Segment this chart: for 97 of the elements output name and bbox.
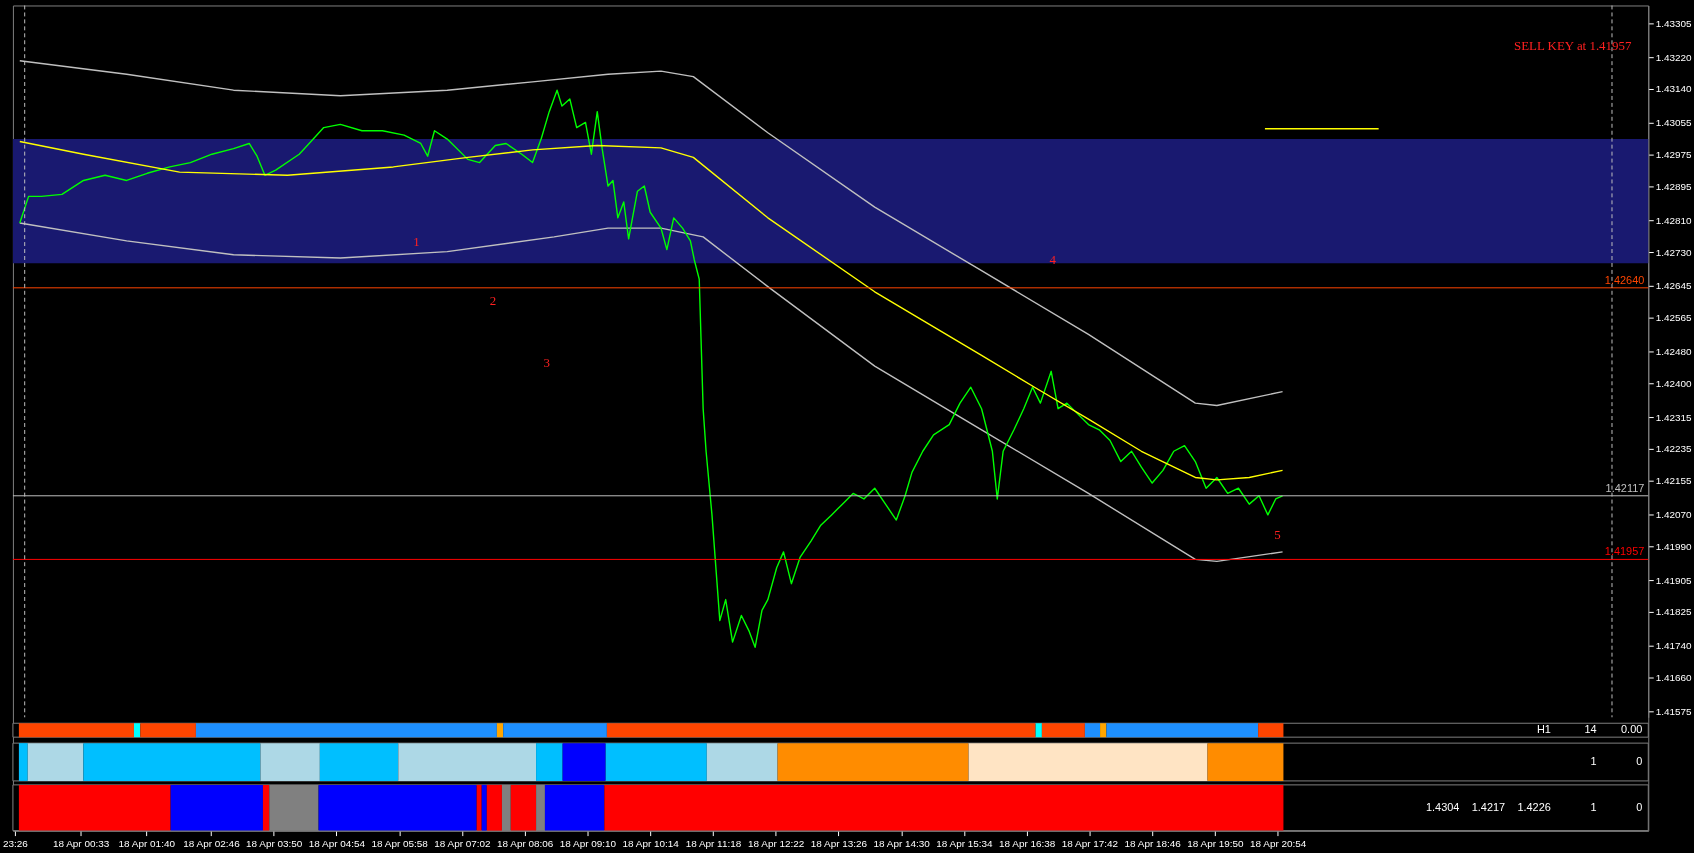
ref-line-label: 1.42640 [1604, 273, 1645, 286]
bar [510, 784, 537, 831]
bar [606, 723, 1036, 738]
bar [496, 723, 504, 738]
x-tick-label: 18 Apr 11:18 [685, 838, 742, 850]
y-tick-label: 1.42400 [1655, 377, 1693, 389]
text: 0 [1636, 755, 1643, 767]
y-tick-label: 1.42315 [1655, 411, 1693, 423]
bar [83, 743, 261, 781]
bar [503, 723, 607, 738]
x-tick-label: 18 Apr 14:30 [873, 838, 931, 850]
bar [133, 723, 141, 738]
text: 1.4226 [1517, 800, 1551, 813]
annotation: 5 [1274, 527, 1281, 543]
text: 0.00 [1621, 723, 1643, 736]
text: 14 [1584, 723, 1597, 736]
x-tick-label: 18 Apr 02:46 [183, 838, 241, 850]
bar [777, 743, 969, 781]
text: 1.4217 [1471, 800, 1506, 813]
bar [562, 743, 606, 781]
bar [1035, 723, 1042, 738]
bar [481, 784, 487, 831]
y-tick-label: 1.42480 [1655, 345, 1693, 357]
y-tick-label: 1.41575 [1655, 705, 1693, 717]
bar [968, 743, 1208, 781]
y-tick-label: 1.42235 [1655, 443, 1693, 455]
annotation: SELL KEY at 1.41957 [1514, 38, 1632, 54]
annotation: 4 [1049, 251, 1057, 267]
x-tick-label: 23:26 [2, 838, 29, 850]
bar [536, 743, 563, 781]
y-tick-label: 1.41825 [1655, 606, 1693, 618]
bar [1258, 723, 1284, 738]
text: H1 [1536, 723, 1551, 736]
bar [18, 723, 134, 738]
x-tick-label: 18 Apr 09:10 [559, 838, 617, 850]
text: 1 [1590, 800, 1597, 813]
y-tick-label: 1.42975 [1655, 149, 1693, 161]
y-tick-label: 1.43055 [1655, 117, 1693, 129]
y-tick-label: 1.41905 [1655, 574, 1693, 586]
x-tick-label: 18 Apr 16:38 [999, 838, 1056, 850]
y-tick-label: 1.41660 [1655, 672, 1693, 683]
bar [706, 743, 778, 781]
y-tick-label: 1.43305 [1655, 17, 1693, 29]
bar [262, 784, 270, 831]
annotation: 2 [489, 292, 497, 308]
annotation: 1 [413, 234, 420, 250]
bar [27, 743, 84, 781]
bar [18, 784, 171, 831]
y-tick-label: 1.42565 [1655, 312, 1693, 324]
text: 1 [1590, 755, 1597, 767]
bar [140, 723, 196, 738]
x-tick-label: 18 Apr 20:54 [1249, 838, 1307, 850]
y-tick-label: 1.43140 [1655, 83, 1693, 95]
y-tick-label: 1.43220 [1655, 51, 1693, 63]
x-tick-label: 18 Apr 10:14 [622, 838, 680, 850]
x-tick-label: 18 Apr 07:02 [434, 838, 492, 850]
y-tick-label: 1.42070 [1655, 508, 1693, 520]
bar [486, 784, 502, 831]
bar [195, 723, 497, 738]
y-tick-label: 1.42645 [1655, 280, 1693, 292]
x-tick-label: 18 Apr 19:50 [1187, 838, 1245, 850]
x-tick-label: 18 Apr 01:40 [118, 838, 176, 850]
x-tick-label: 18 Apr 04:54 [308, 838, 366, 850]
bar [260, 743, 320, 781]
x-tick-label: 18 Apr 00:33 [52, 838, 110, 850]
bar [318, 784, 477, 831]
y-tick-label: 1.42895 [1655, 180, 1693, 192]
x-tick-label: 18 Apr 13:26 [810, 838, 868, 850]
text: 1.4304 [1425, 800, 1460, 813]
bar [1106, 723, 1259, 738]
bar [1084, 723, 1101, 738]
bar [170, 784, 263, 831]
bar [544, 784, 605, 831]
x-tick-label: 18 Apr 18:46 [1124, 838, 1182, 850]
y-tick-label: 1.41740 [1655, 640, 1693, 652]
bar [605, 743, 707, 781]
text: 0 [1636, 800, 1643, 813]
bar [1041, 723, 1085, 738]
y-tick-label: 1.42730 [1655, 246, 1693, 258]
bar [18, 743, 28, 781]
ref-line-label: 1.42117 [1605, 481, 1645, 494]
x-tick-label: 18 Apr 15:34 [936, 838, 994, 850]
y-tick-label: 1.41990 [1655, 540, 1693, 552]
bar [319, 743, 399, 781]
bar [398, 743, 537, 781]
x-tick-label: 18 Apr 08:06 [497, 838, 554, 850]
y-tick-label: 1.42810 [1655, 214, 1693, 226]
x-tick-label: 18 Apr 12:22 [748, 838, 805, 850]
x-tick-label: 18 Apr 05:58 [371, 838, 429, 850]
annotation: 3 [543, 355, 550, 371]
ref-line-label: 1.41957 [1604, 545, 1645, 558]
bar [476, 784, 482, 831]
bar [1100, 723, 1107, 738]
y-tick-label: 1.42155 [1655, 475, 1693, 487]
bar [1207, 743, 1284, 781]
x-tick-label: 18 Apr 03:50 [246, 838, 303, 850]
x-tick-label: 18 Apr 17:42 [1061, 838, 1119, 850]
